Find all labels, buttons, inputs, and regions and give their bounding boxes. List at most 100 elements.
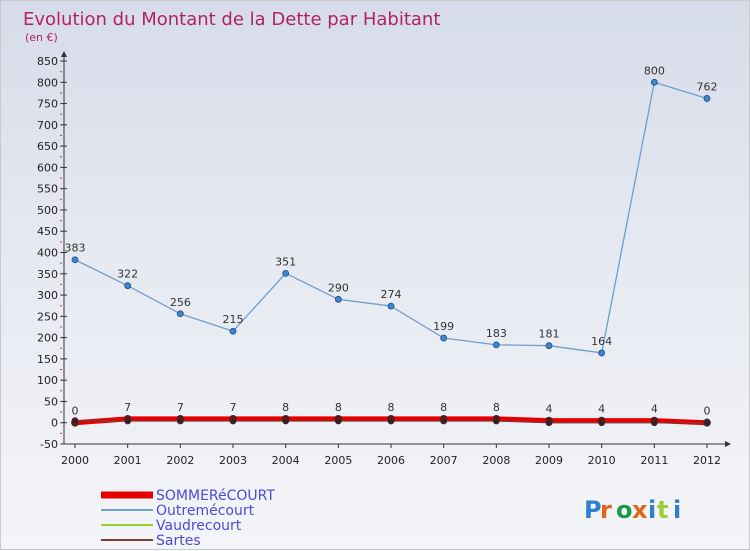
- data-point: [440, 417, 448, 425]
- chart-title: Evolution du Montant de la Dette par Hab…: [23, 9, 440, 30]
- y-tick-label: 600: [37, 161, 58, 174]
- data-point: [703, 419, 711, 427]
- x-tick-label: 2012: [693, 454, 721, 467]
- data-point: [229, 327, 237, 335]
- data-label: 199: [433, 320, 454, 333]
- data-point: [176, 310, 184, 318]
- x-tick-label: 2001: [114, 454, 142, 467]
- data-label: 8: [282, 401, 289, 414]
- y-tick-label: 500: [37, 204, 58, 217]
- y-tick-label: 100: [37, 374, 58, 387]
- data-label: 4: [546, 403, 553, 416]
- data-point: [650, 419, 658, 427]
- data-label: 7: [230, 401, 237, 414]
- y-tick-label: 350: [37, 268, 58, 281]
- logo-letter: i: [673, 496, 681, 524]
- data-point: [650, 78, 658, 86]
- data-point: [124, 282, 132, 290]
- x-tick-label: 2004: [272, 454, 300, 467]
- x-tick-label: 2003: [219, 454, 247, 467]
- data-point: [124, 417, 132, 425]
- data-label: 4: [651, 403, 658, 416]
- x-tick-label: 2002: [166, 454, 194, 467]
- data-label: 256: [170, 296, 191, 309]
- x-tick-label: 2009: [535, 454, 563, 467]
- y-tick-label: 300: [37, 289, 58, 302]
- data-point: [598, 349, 606, 357]
- data-label: 215: [223, 313, 244, 326]
- data-label: 7: [177, 401, 184, 414]
- series-line-Outremécourt: [74, 81, 708, 354]
- data-label: 800: [644, 64, 665, 77]
- legend-label: Vaudrecourt: [156, 518, 242, 534]
- data-point: [71, 417, 79, 425]
- axes: -500501001502002503003504004505005506006…: [37, 51, 731, 467]
- x-tick-label: 2011: [640, 454, 668, 467]
- data-label: 383: [65, 242, 86, 255]
- data-label: 8: [440, 401, 447, 414]
- data-label: 351: [275, 255, 296, 268]
- legend-label: Outremécourt: [156, 503, 255, 519]
- y-tick-label: 50: [44, 395, 58, 408]
- data-point: [387, 417, 395, 425]
- x-axis-arrow: [725, 441, 731, 447]
- data-label: 7: [124, 401, 131, 414]
- data-point: [492, 417, 500, 425]
- series-layer: 383 322 256 215 351 290 274 199 183 181 164 800 762 0…: [65, 64, 718, 427]
- legend: SOMMERéCOURTOutremécourtVaudrecourtSarte…: [101, 488, 275, 549]
- x-tick-label: 2008: [482, 454, 510, 467]
- data-label: 8: [493, 401, 500, 414]
- y-tick-label: 750: [37, 98, 58, 111]
- data-label: 8: [388, 401, 395, 414]
- data-label: 322: [117, 268, 138, 281]
- data-point: [282, 269, 290, 277]
- data-point: [598, 419, 606, 427]
- data-point: [282, 417, 290, 425]
- data-point: [229, 417, 237, 425]
- logo-letter: i: [648, 496, 656, 524]
- data-point: [703, 95, 711, 102]
- data-point: [545, 342, 553, 350]
- data-point: [334, 417, 342, 425]
- logo-letter: r: [600, 496, 612, 524]
- data-point: [71, 256, 79, 264]
- logo-letter: t: [657, 496, 668, 524]
- data-point: [545, 419, 553, 427]
- y-axis-arrow: [61, 51, 67, 57]
- logo-letter: x: [632, 496, 648, 524]
- y-tick-label: 0: [51, 417, 58, 430]
- data-label: 290: [328, 281, 349, 294]
- x-tick-label: 2005: [324, 454, 352, 467]
- data-label: 274: [381, 288, 402, 301]
- y-tick-label: 150: [37, 353, 58, 366]
- logo-letter: o: [616, 496, 633, 524]
- y-tick-label: 200: [37, 332, 58, 345]
- x-tick-label: 2006: [377, 454, 405, 467]
- data-label: 183: [486, 327, 507, 340]
- x-tick-label: 2000: [61, 454, 89, 467]
- x-tick-label: 2007: [430, 454, 458, 467]
- y-tick-label: 450: [37, 225, 58, 238]
- data-point: [334, 295, 342, 303]
- data-label: 164: [591, 335, 612, 348]
- proxiti-logo: Pr o x i t i: [584, 496, 681, 524]
- y-tick-label: 850: [37, 55, 58, 68]
- y-tick-label: 650: [37, 140, 58, 153]
- data-point: [176, 417, 184, 425]
- y-tick-label: 400: [37, 247, 58, 260]
- chart-subtitle: (en €): [25, 31, 58, 44]
- legend-label: SOMMERéCOURT: [156, 488, 275, 504]
- y-tick-label: -50: [40, 438, 58, 451]
- data-label: 0: [72, 405, 79, 418]
- data-label: 181: [539, 328, 560, 341]
- data-point: [440, 334, 448, 342]
- data-label: 8: [335, 401, 342, 414]
- data-point: [492, 341, 500, 349]
- y-tick-label: 250: [37, 310, 58, 323]
- y-tick-label: 700: [37, 119, 58, 132]
- logo-letter: P: [584, 496, 602, 524]
- legend-label: Sartes: [156, 533, 201, 549]
- data-label: 4: [598, 403, 605, 416]
